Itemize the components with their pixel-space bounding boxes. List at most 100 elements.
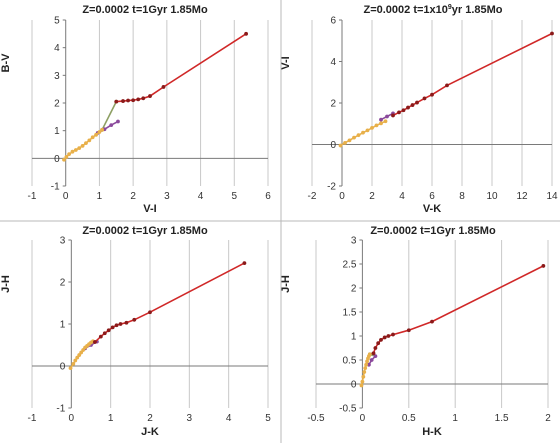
data-point (373, 346, 378, 350)
data-point (386, 334, 391, 338)
series-line (101, 101, 118, 131)
y-tick-label: 0 (54, 154, 60, 165)
y-tick-label: -1 (51, 182, 60, 193)
x-tick-label: 8 (459, 191, 465, 202)
data-point (374, 123, 379, 128)
x-tick-label: 0 (339, 191, 345, 202)
data-point (136, 97, 141, 102)
data-point (430, 319, 434, 324)
data-point (114, 323, 119, 328)
series-line (94, 262, 245, 343)
y-tick-label: -2 (327, 182, 336, 193)
data-point (430, 92, 434, 97)
data-point (87, 138, 92, 143)
data-point (97, 130, 102, 134)
y-axis-label: J-H (0, 275, 12, 293)
x-tick-label: -2 (308, 191, 317, 202)
x-tick-label: 5 (232, 191, 238, 202)
x-tick-label: 0 (360, 413, 366, 424)
y-tick-label: 3 (60, 236, 66, 247)
x-tick-label: 1 (108, 413, 114, 424)
x-tick-label: 10 (486, 191, 498, 202)
y-tick-label: 0 (330, 140, 336, 151)
x-tick-label: 0 (63, 191, 69, 202)
x-tick-label: 2 (147, 413, 153, 424)
data-point (141, 96, 146, 101)
data-point (373, 354, 378, 359)
data-point (116, 119, 120, 124)
data-point (109, 123, 114, 128)
data-point (118, 322, 123, 326)
x-tick-label: 4 (226, 413, 232, 424)
x-axis-label: V-I (143, 203, 156, 215)
data-point (401, 108, 406, 113)
x-tick-label: 2 (130, 191, 136, 202)
y-tick-label: 1 (54, 126, 60, 137)
x-tick-label: 0 (69, 413, 75, 424)
y-tick-label: 0 (351, 380, 357, 391)
series-line (116, 33, 247, 103)
data-point (67, 152, 71, 157)
data-point (422, 96, 427, 101)
data-point (242, 261, 247, 265)
y-tick-label: 1 (60, 320, 66, 331)
x-tick-label: 2 (545, 413, 551, 424)
data-point (415, 100, 419, 105)
data-point (541, 264, 546, 268)
x-tick-label: 12 (516, 191, 528, 202)
x-axis-label: V-K (423, 203, 441, 215)
data-point (93, 340, 97, 344)
y-tick-label: 4 (330, 57, 336, 68)
data-point (370, 126, 374, 130)
data-point (73, 358, 78, 363)
x-tick-label: 2 (369, 191, 375, 202)
data-point (366, 362, 371, 367)
chart-title-superscript: 9 (448, 4, 452, 11)
y-tick-label: 1.5 (342, 308, 356, 319)
data-point (77, 146, 82, 150)
y-tick-label: 0 (60, 362, 66, 373)
data-point (90, 135, 95, 140)
chart-title: Z=0.0002 t=1Gyr 1.85Mo (82, 225, 208, 237)
data-point (391, 113, 395, 118)
data-point (110, 325, 115, 330)
data-point (362, 370, 367, 374)
data-point (106, 328, 111, 333)
y-tick-label: -0.5 (339, 404, 357, 415)
data-point (148, 94, 152, 98)
data-point (62, 157, 66, 162)
data-point (352, 135, 356, 140)
data-point (338, 143, 343, 148)
data-point (550, 31, 554, 36)
data-point (397, 110, 401, 115)
data-point (406, 105, 410, 110)
chart-panel-4: -0.5 0 0.5 1 1.5 2-0.500.511.522.53Z=0.0002 t… (280, 225, 551, 438)
data-point (73, 148, 78, 152)
data-point (126, 98, 130, 103)
data-point (343, 140, 347, 145)
x-tick-label: 3 (187, 413, 193, 424)
data-point (148, 310, 152, 315)
y-tick-label: 5 (54, 16, 60, 27)
data-point (100, 127, 105, 132)
data-point (369, 358, 374, 362)
data-point (361, 130, 365, 135)
y-axis-label: J-H (280, 275, 292, 293)
data-point (365, 359, 369, 364)
y-tick-label: 3 (351, 236, 357, 247)
data-point (64, 155, 69, 159)
data-point (364, 362, 369, 367)
y-tick-label: 4 (54, 43, 60, 54)
x-tick-label: -1 (28, 413, 37, 424)
data-point (132, 317, 137, 322)
x-tick-label: 3 (164, 191, 170, 202)
x-axis-label: J-K (141, 426, 159, 438)
x-tick-label: 4 (399, 191, 405, 202)
chart-title-text: yr 1.85Mo (452, 4, 503, 16)
data-point (68, 366, 73, 370)
x-tick-label: 5 (265, 413, 271, 424)
data-point (131, 98, 136, 103)
series-line (372, 265, 544, 354)
data-point (84, 141, 88, 146)
